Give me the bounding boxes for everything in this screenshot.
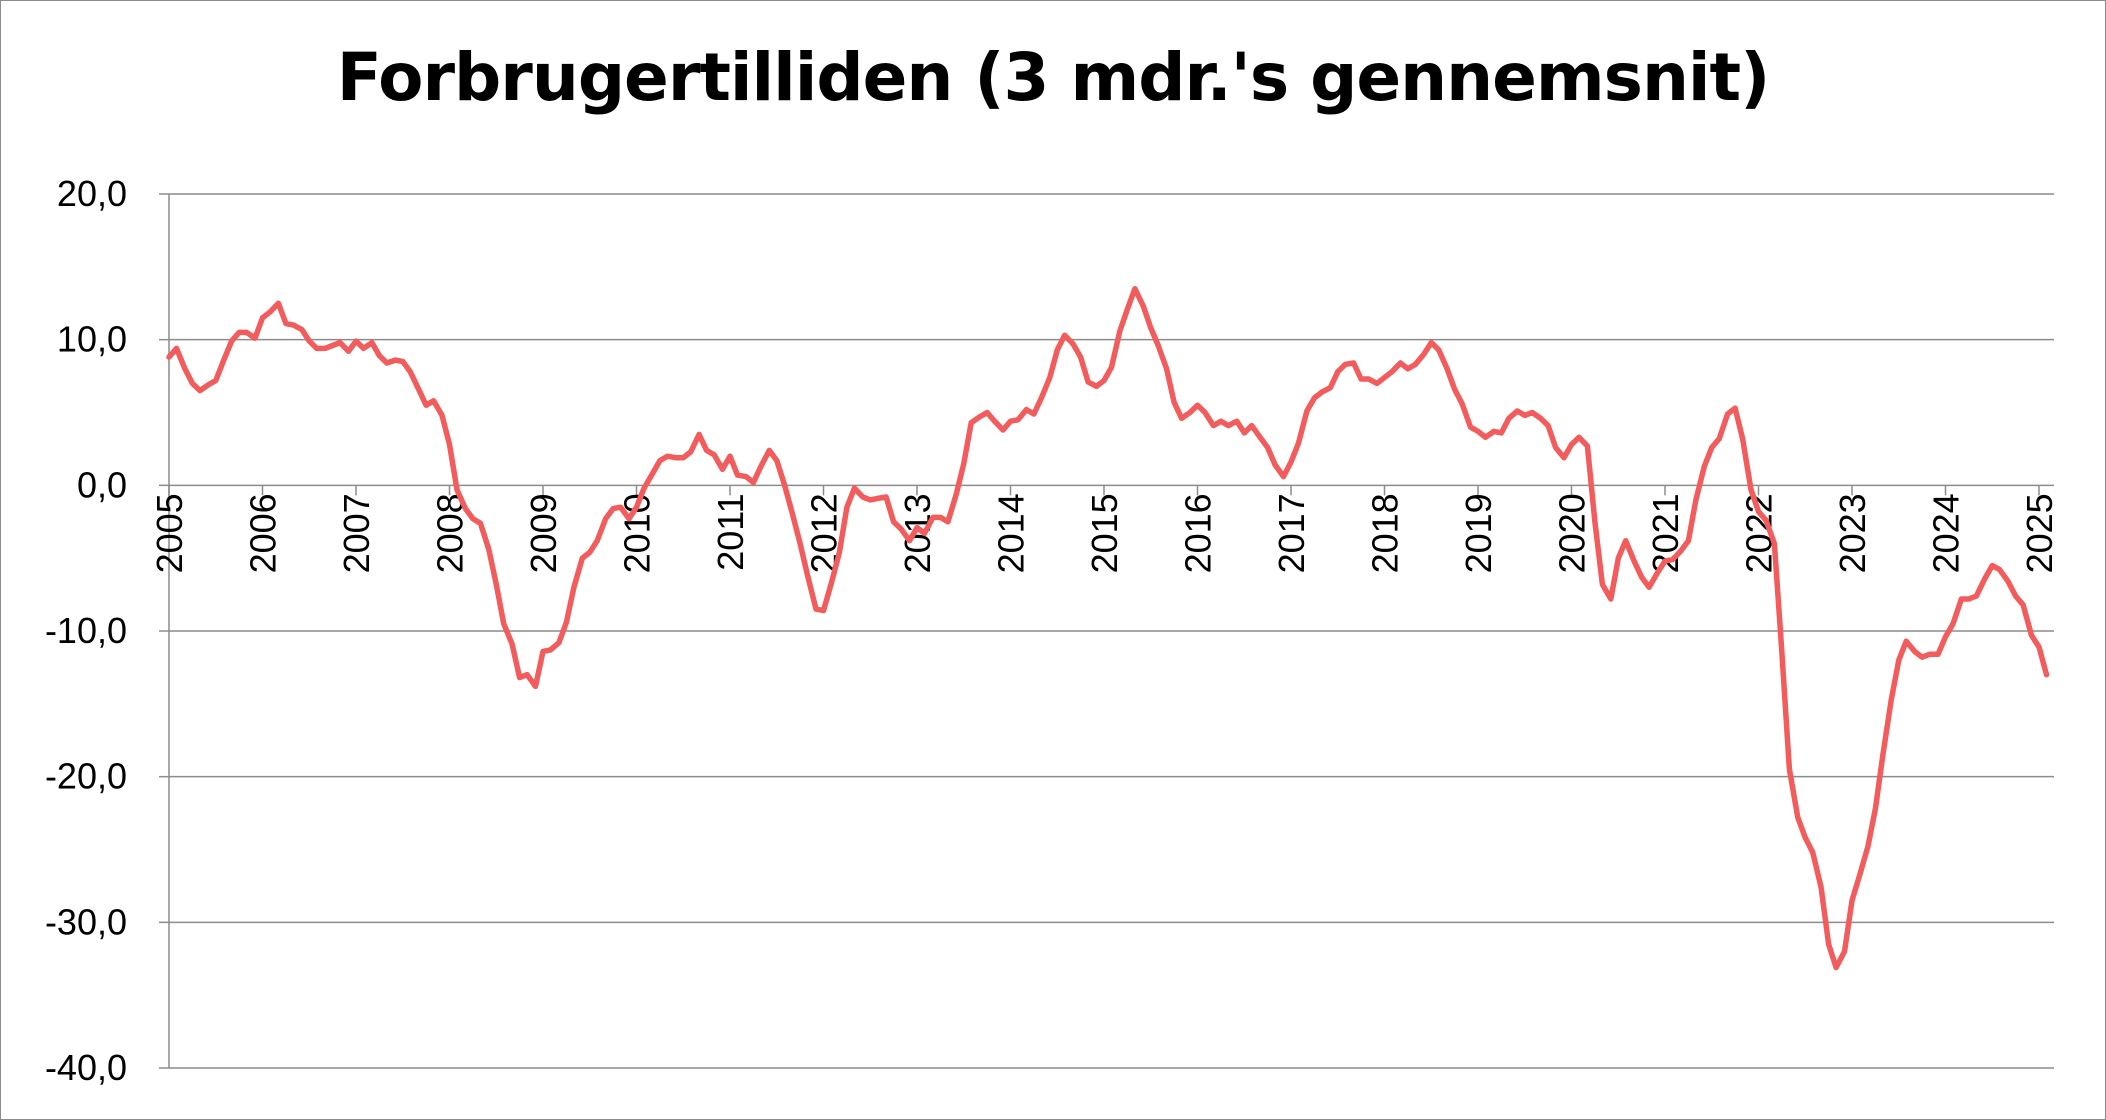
- series-line: [166, 285, 2050, 971]
- y-tick-label: -10,0: [45, 610, 127, 651]
- x-tick-label: 2020: [1552, 493, 1593, 573]
- x-tick-label: 2018: [1365, 493, 1406, 573]
- axes: [159, 193, 2040, 1069]
- x-tick-label: 2024: [1926, 493, 1967, 573]
- gridlines: [169, 193, 2054, 1069]
- y-tick-label: -40,0: [45, 1047, 127, 1088]
- x-tick-labels: 2005 2006 2007 2008 2009 2010 2011 2012 2013 2014…: [149, 493, 2060, 573]
- y-tick-label: 10,0: [57, 319, 127, 360]
- x-tick-label: 2016: [1178, 493, 1219, 573]
- x-tick-label: 2009: [523, 493, 564, 573]
- x-tick-label: 2005: [149, 493, 190, 573]
- y-tick-label: 0,0: [77, 464, 127, 505]
- y-tick-label: -20,0: [45, 756, 127, 797]
- x-tick-label: 2025: [2019, 493, 2060, 573]
- x-tick-label: 2011: [710, 493, 751, 570]
- x-tick-label: 2014: [991, 493, 1032, 573]
- series-layer: [166, 285, 2050, 971]
- x-tick-label: 2006: [243, 493, 284, 573]
- x-tick-label: 2007: [336, 493, 377, 573]
- x-tick-label: 2023: [1832, 493, 1873, 573]
- y-tick-labels: 20,0 10,0 0,0 -10,0 -20,0 -30,0 -40,0: [45, 173, 127, 1088]
- y-tick-label: 20,0: [57, 173, 127, 214]
- x-tick-label: 2019: [1458, 493, 1499, 573]
- x-tick-label: 2015: [1084, 493, 1125, 573]
- y-tick-label: -30,0: [45, 901, 127, 942]
- x-tick-label: 2017: [1271, 493, 1312, 573]
- chart-title: Forbrugertilliden (3 mdr.'s gennemsnit): [336, 39, 1771, 116]
